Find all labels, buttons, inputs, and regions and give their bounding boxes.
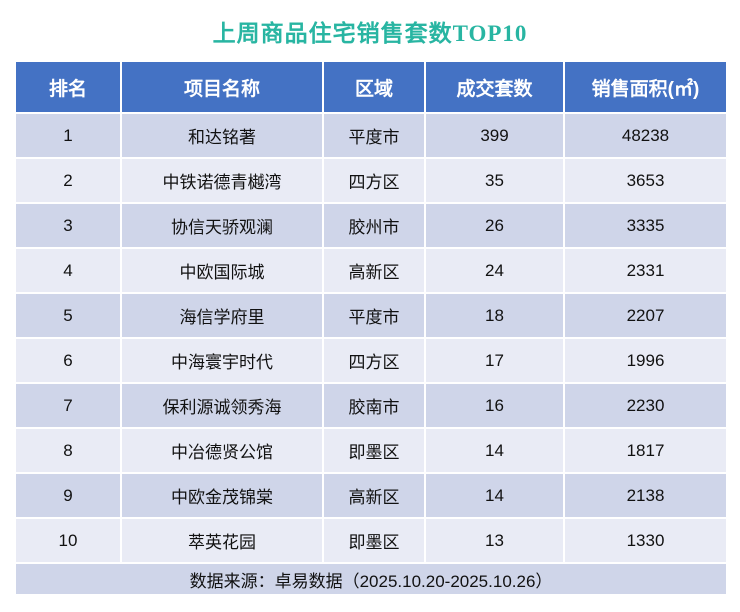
project-cell: 中欧金茂锦棠 [120, 472, 324, 519]
column-header-rank: 排名 [14, 60, 122, 114]
region-cell: 胶州市 [322, 202, 426, 249]
table-header: 排名 项目名称 区域 成交套数 销售面积(㎡) [14, 60, 728, 114]
region-cell: 即墨区 [322, 517, 426, 564]
rank-cell: 8 [14, 427, 122, 474]
project-cell: 萃英花园 [120, 517, 324, 564]
table-row: 3 协信天骄观澜 胶州市 26 3335 [14, 202, 728, 249]
sales-table: 排名 项目名称 区域 成交套数 销售面积(㎡) 1 和达铭著 平度市 399 4… [14, 60, 728, 596]
table-row: 8 中冶德贤公馆 即墨区 14 1817 [14, 427, 728, 474]
region-cell: 高新区 [322, 247, 426, 294]
project-cell: 中海寰宇时代 [120, 337, 324, 384]
project-cell: 和达铭著 [120, 112, 324, 159]
data-source-note: 数据来源：卓易数据（2025.10.20-2025.10.26） [14, 562, 728, 596]
column-header-area: 销售面积(㎡) [563, 60, 728, 114]
area-cell: 1330 [563, 517, 728, 564]
region-cell: 平度市 [322, 292, 426, 339]
region-cell: 平度市 [322, 112, 426, 159]
table-row: 4 中欧国际城 高新区 24 2331 [14, 247, 728, 294]
area-cell: 3335 [563, 202, 728, 249]
footer-row: 数据来源：卓易数据（2025.10.20-2025.10.26） [14, 562, 728, 596]
region-cell: 高新区 [322, 472, 426, 519]
units-cell: 14 [424, 427, 565, 474]
rank-cell: 10 [14, 517, 122, 564]
area-cell: 3653 [563, 157, 728, 204]
area-cell: 2230 [563, 382, 728, 429]
table-row: 6 中海寰宇时代 四方区 17 1996 [14, 337, 728, 384]
units-cell: 35 [424, 157, 565, 204]
project-cell: 中冶德贤公馆 [120, 427, 324, 474]
region-cell: 四方区 [322, 337, 426, 384]
region-cell: 四方区 [322, 157, 426, 204]
column-header-region: 区域 [322, 60, 426, 114]
rank-cell: 5 [14, 292, 122, 339]
units-cell: 26 [424, 202, 565, 249]
column-header-project: 项目名称 [120, 60, 324, 114]
table-row: 10 萃英花园 即墨区 13 1330 [14, 517, 728, 564]
header-row: 排名 项目名称 区域 成交套数 销售面积(㎡) [14, 60, 728, 114]
units-cell: 399 [424, 112, 565, 159]
area-cell: 1817 [563, 427, 728, 474]
rank-cell: 1 [14, 112, 122, 159]
units-cell: 17 [424, 337, 565, 384]
rank-cell: 2 [14, 157, 122, 204]
table-row: 5 海信学府里 平度市 18 2207 [14, 292, 728, 339]
units-cell: 13 [424, 517, 565, 564]
table-body: 1 和达铭著 平度市 399 48238 2 中铁诺德青樾湾 四方区 35 36… [14, 112, 728, 564]
rank-cell: 6 [14, 337, 122, 384]
area-cell: 1996 [563, 337, 728, 384]
rank-cell: 4 [14, 247, 122, 294]
column-header-units: 成交套数 [424, 60, 565, 114]
area-cell: 2207 [563, 292, 728, 339]
units-cell: 16 [424, 382, 565, 429]
rank-cell: 3 [14, 202, 122, 249]
area-cell: 48238 [563, 112, 728, 159]
project-cell: 海信学府里 [120, 292, 324, 339]
project-cell: 中欧国际城 [120, 247, 324, 294]
region-cell: 胶南市 [322, 382, 426, 429]
project-cell: 保利源诚领秀海 [120, 382, 324, 429]
project-cell: 协信天骄观澜 [120, 202, 324, 249]
rank-cell: 7 [14, 382, 122, 429]
project-cell: 中铁诺德青樾湾 [120, 157, 324, 204]
rank-cell: 9 [14, 472, 122, 519]
table-row: 7 保利源诚领秀海 胶南市 16 2230 [14, 382, 728, 429]
units-cell: 24 [424, 247, 565, 294]
table-footer: 数据来源：卓易数据（2025.10.20-2025.10.26） [14, 562, 728, 596]
region-cell: 即墨区 [322, 427, 426, 474]
table-row: 9 中欧金茂锦棠 高新区 14 2138 [14, 472, 728, 519]
table-row: 1 和达铭著 平度市 399 48238 [14, 112, 728, 159]
page-title: 上周商品住宅销售套数TOP10 [212, 21, 528, 46]
units-cell: 18 [424, 292, 565, 339]
table-row: 2 中铁诺德青樾湾 四方区 35 3653 [14, 157, 728, 204]
units-cell: 14 [424, 472, 565, 519]
area-cell: 2331 [563, 247, 728, 294]
area-cell: 2138 [563, 472, 728, 519]
